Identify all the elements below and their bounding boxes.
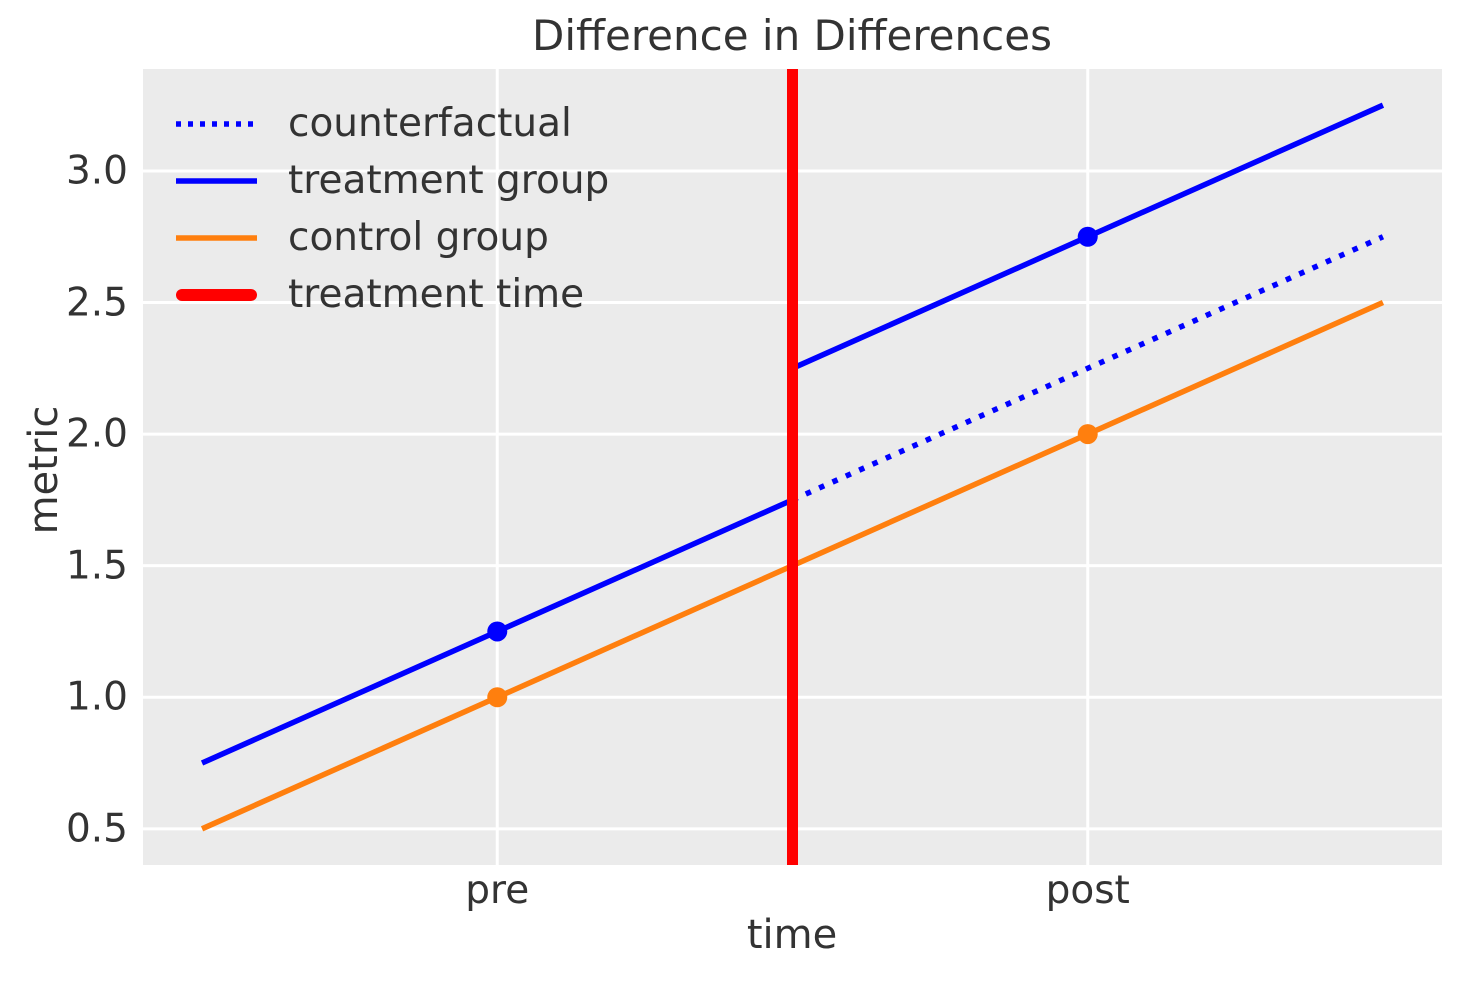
y-tick-label-2.5: 2.5 bbox=[65, 280, 128, 326]
y-tick-label-0.5: 0.5 bbox=[65, 806, 128, 852]
legend-label-counterfactual: counterfactual bbox=[288, 101, 572, 146]
legend-item-control-group: control group bbox=[176, 209, 609, 266]
y-tick-label-1.0: 1.0 bbox=[65, 674, 128, 720]
legend-item-treatment-group: treatment group bbox=[176, 152, 609, 209]
chart-title: Difference in Differences bbox=[532, 11, 1052, 60]
y-tick-label-3.0: 3.0 bbox=[65, 148, 128, 194]
legend-label-treatment-time: treatment time bbox=[288, 272, 585, 317]
x-tick-label-pre: pre bbox=[465, 868, 530, 913]
legend-label-treatment-group: treatment group bbox=[288, 158, 610, 203]
marker-control-group-1 bbox=[1077, 424, 1098, 445]
marker-treatment-group-0 bbox=[487, 621, 508, 642]
legend-item-counterfactual: counterfactual bbox=[176, 95, 609, 152]
x-axis-label: time bbox=[746, 912, 838, 958]
marker-treatment-group-1 bbox=[1077, 226, 1098, 247]
legend-sample-treatment-group-line bbox=[176, 177, 257, 184]
legend-sample-control-group-line bbox=[176, 234, 257, 241]
series-counterfactual-line-0 bbox=[791, 234, 1385, 503]
legend-label-control-group: control group bbox=[288, 215, 549, 260]
legend-sample-treatment-time-line bbox=[176, 288, 257, 301]
legend: counterfactual treatment group control gro… bbox=[176, 95, 609, 323]
legend-sample-counterfactual-line bbox=[176, 120, 257, 127]
marker-control-group-0 bbox=[487, 687, 508, 708]
y-tick-label-1.5: 1.5 bbox=[65, 543, 128, 589]
y-tick-label-2.0: 2.0 bbox=[65, 411, 128, 457]
x-tick-label-post: post bbox=[1045, 868, 1130, 913]
legend-item-treatment-time: treatment time bbox=[176, 266, 609, 323]
